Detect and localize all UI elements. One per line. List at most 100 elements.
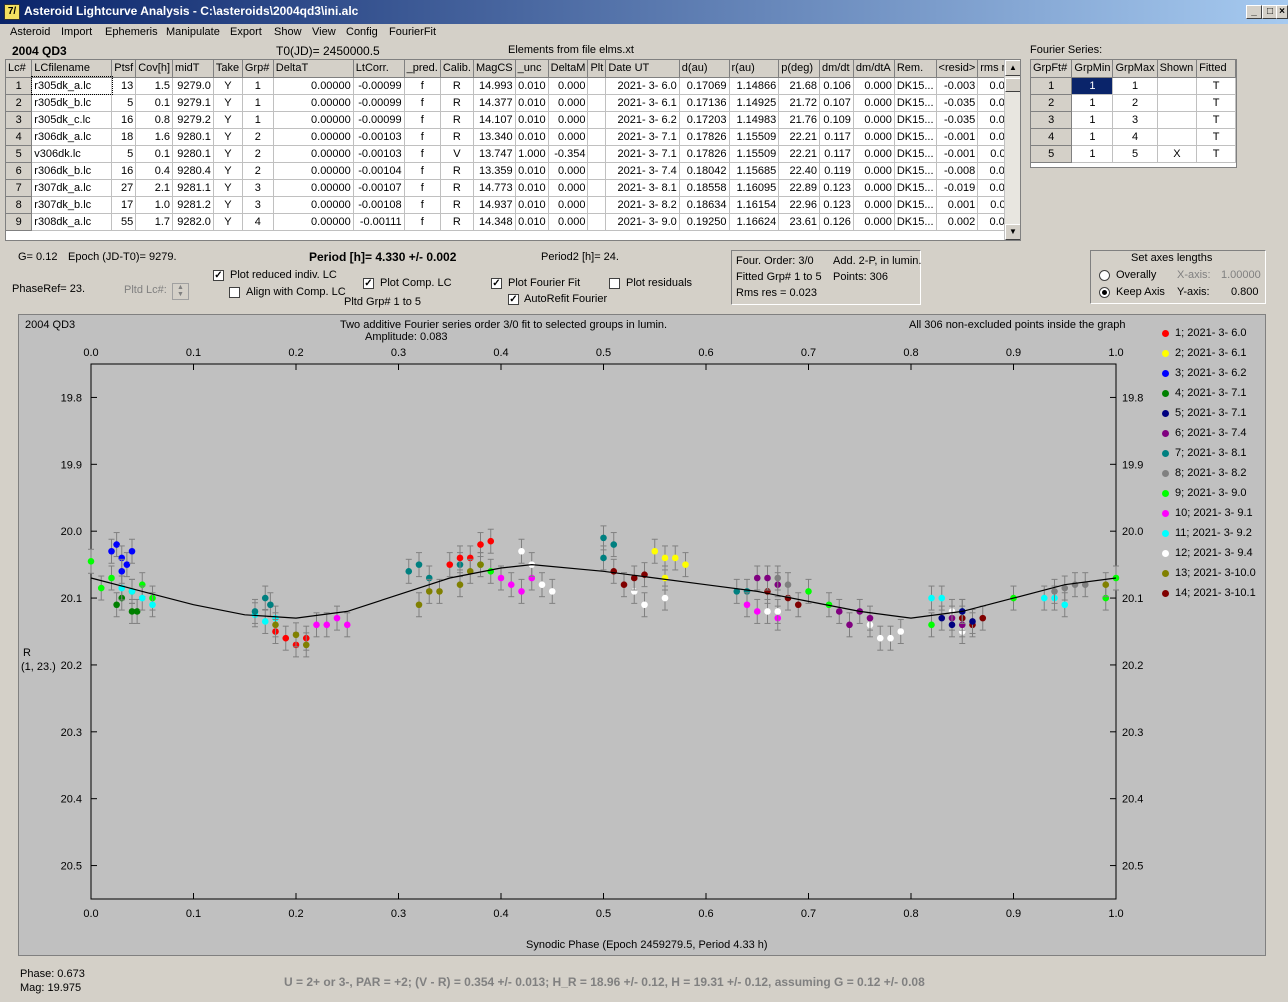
- lc-table-cell[interactable]: 2021- 3- 9.0: [605, 213, 680, 231]
- fourier-table-cell[interactable]: T: [1196, 111, 1236, 129]
- lc-table-cell[interactable]: 1.5: [135, 77, 174, 95]
- table-scrollbar[interactable]: ▲ ▼: [1004, 60, 1020, 240]
- lc-table-row[interactable]: 5 v306dk.lc 5 0.1 9280.1 Y 2 0.00000 -0.00103 f V 1…: [6, 145, 1020, 163]
- scroll-thumb[interactable]: [1005, 78, 1020, 92]
- lc-table-cell[interactable]: Y: [213, 77, 243, 95]
- lc-table-cell[interactable]: 14.377: [473, 94, 516, 112]
- lc-table-cell[interactable]: 0.010: [515, 128, 549, 146]
- fourier-table-cell[interactable]: 2: [1112, 94, 1158, 112]
- lc-table-cell[interactable]: DK15...: [894, 128, 937, 146]
- lc-table-cell[interactable]: 1.16154: [729, 196, 780, 214]
- lc-table-row[interactable]: 7 r307dk_a.lc 27 2.1 9281.1 Y 3 0.00000 -0.00107…: [6, 179, 1020, 197]
- lc-table-cell[interactable]: R: [440, 196, 474, 214]
- menu-import[interactable]: Import: [61, 26, 93, 38]
- lc-table-cell[interactable]: v306dk.lc: [31, 145, 113, 163]
- lc-table-cell[interactable]: -0.001: [936, 145, 979, 163]
- lc-table-cell[interactable]: 0.000: [548, 162, 589, 180]
- lc-table-cell[interactable]: 4: [242, 213, 274, 231]
- lc-table-cell[interactable]: 0.010: [515, 94, 549, 112]
- lc-table-cell[interactable]: 14.348: [473, 213, 516, 231]
- lc-table-cell[interactable]: 22.96: [778, 196, 820, 214]
- lc-table-cell[interactable]: 9281.2: [172, 196, 214, 214]
- fourier-table-cell[interactable]: [1157, 111, 1198, 129]
- lc-table-cell[interactable]: [587, 196, 607, 214]
- lc-table-cell[interactable]: 5: [111, 145, 137, 163]
- lc-table-cell[interactable]: 0.00000: [273, 77, 354, 95]
- lc-table-cell[interactable]: 22.40: [778, 162, 820, 180]
- lc-table-cell[interactable]: 0.000: [853, 196, 895, 214]
- lc-table-cell[interactable]: DK15...: [894, 111, 937, 129]
- lc-table-cell[interactable]: 1: [242, 77, 274, 95]
- lc-table-cell[interactable]: 3: [242, 179, 274, 197]
- lc-table-cell[interactable]: 0.00000: [273, 111, 354, 129]
- lc-table-cell[interactable]: 0.17826: [679, 145, 730, 163]
- lc-table-cell[interactable]: 0.002: [936, 213, 979, 231]
- menu-ephemeris[interactable]: Ephemeris: [105, 26, 158, 38]
- lc-col-header[interactable]: DeltaM: [548, 60, 589, 78]
- lc-table-cell[interactable]: 0.117: [819, 128, 854, 146]
- lc-table-cell[interactable]: 0.000: [548, 94, 589, 112]
- lc-table-cell[interactable]: 0.126: [819, 213, 854, 231]
- lc-col-header[interactable]: Plt: [587, 60, 607, 78]
- lightcurve-table[interactable]: Lc# LCfilename Ptsf Cov[h] midT Take Grp# Delta…: [5, 59, 1021, 241]
- lc-table-cell[interactable]: f: [404, 94, 441, 112]
- fourier-table-cell[interactable]: [1157, 128, 1198, 146]
- lc-table-cell[interactable]: 2021- 3- 7.1: [605, 145, 680, 163]
- fourier-table-cell[interactable]: 4: [1112, 128, 1158, 146]
- lc-row-number[interactable]: 5: [6, 145, 33, 163]
- lc-table-cell[interactable]: 2021- 3- 8.1: [605, 179, 680, 197]
- lc-table-cell[interactable]: 0.00000: [273, 94, 354, 112]
- lc-table-cell[interactable]: DK15...: [894, 179, 937, 197]
- lc-table-cell[interactable]: 0.001: [936, 196, 979, 214]
- lc-table-cell[interactable]: 0.119: [819, 162, 854, 180]
- lc-col-header[interactable]: Date UT: [605, 60, 680, 78]
- lc-table-cell[interactable]: 0.17136: [679, 94, 730, 112]
- fourier-row-number[interactable]: 2: [1031, 94, 1073, 112]
- lc-table-cell[interactable]: f: [404, 179, 441, 197]
- lc-table-cell[interactable]: 0.010: [515, 77, 549, 95]
- lc-table-cell[interactable]: 13.340: [473, 128, 516, 146]
- fourier-table-cell[interactable]: [1157, 77, 1198, 95]
- menu-show[interactable]: Show: [274, 26, 302, 38]
- fourier-table-cell[interactable]: T: [1196, 128, 1236, 146]
- lc-row-number[interactable]: 9: [6, 213, 33, 231]
- lc-table-cell[interactable]: 2: [242, 128, 274, 146]
- lc-row-number[interactable]: 8: [6, 196, 33, 214]
- lc-table-cell[interactable]: 0.123: [819, 196, 854, 214]
- lc-table-cell[interactable]: [587, 111, 607, 129]
- lc-col-header[interactable]: <resid>: [936, 60, 979, 78]
- lc-table-cell[interactable]: -0.00103: [353, 128, 405, 146]
- lc-table-row[interactable]: 9 r308dk_a.lc 55 1.7 9282.0 Y 4 0.00000 -0.00111…: [6, 213, 1020, 231]
- lc-table-cell[interactable]: 2021- 3- 8.2: [605, 196, 680, 214]
- overally-radio[interactable]: [1099, 270, 1110, 281]
- lc-table-cell[interactable]: 0.000: [853, 128, 895, 146]
- lc-table-cell[interactable]: 1.15685: [729, 162, 780, 180]
- lc-col-header[interactable]: Grp#: [242, 60, 274, 78]
- lc-table-cell[interactable]: 0.117: [819, 145, 854, 163]
- menu-asteroid[interactable]: Asteroid: [10, 26, 51, 38]
- lc-table-cell[interactable]: R: [440, 111, 474, 129]
- lc-table-cell[interactable]: 0.00000: [273, 179, 354, 197]
- lc-table-cell[interactable]: 0.000: [548, 111, 589, 129]
- menu-config[interactable]: Config: [346, 26, 378, 38]
- lc-row-number[interactable]: 1: [6, 77, 33, 95]
- lc-table-cell[interactable]: 22.21: [778, 128, 820, 146]
- lc-table-cell[interactable]: 1.6: [135, 128, 174, 146]
- lc-table-cell[interactable]: 18: [111, 128, 137, 146]
- lc-table-cell[interactable]: 0.010: [515, 162, 549, 180]
- lc-table-cell[interactable]: 0.1: [135, 94, 174, 112]
- lc-col-header[interactable]: DeltaT: [273, 60, 354, 78]
- fourier-row-number[interactable]: 5: [1031, 145, 1073, 163]
- lc-table-cell[interactable]: -0.00099: [353, 94, 405, 112]
- fourier-table-cell[interactable]: 1: [1071, 77, 1114, 95]
- lc-table-cell[interactable]: Y: [213, 111, 243, 129]
- lc-table-cell[interactable]: r305dk_c.lc: [31, 111, 113, 129]
- lc-table-cell[interactable]: R: [440, 77, 474, 95]
- lc-table-cell[interactable]: R: [440, 179, 474, 197]
- lightcurve-graph[interactable]: 2004 QD3 Two additive Fourier series ord…: [18, 314, 1266, 956]
- lc-table-cell[interactable]: Y: [213, 128, 243, 146]
- lc-table-cell[interactable]: 3: [242, 196, 274, 214]
